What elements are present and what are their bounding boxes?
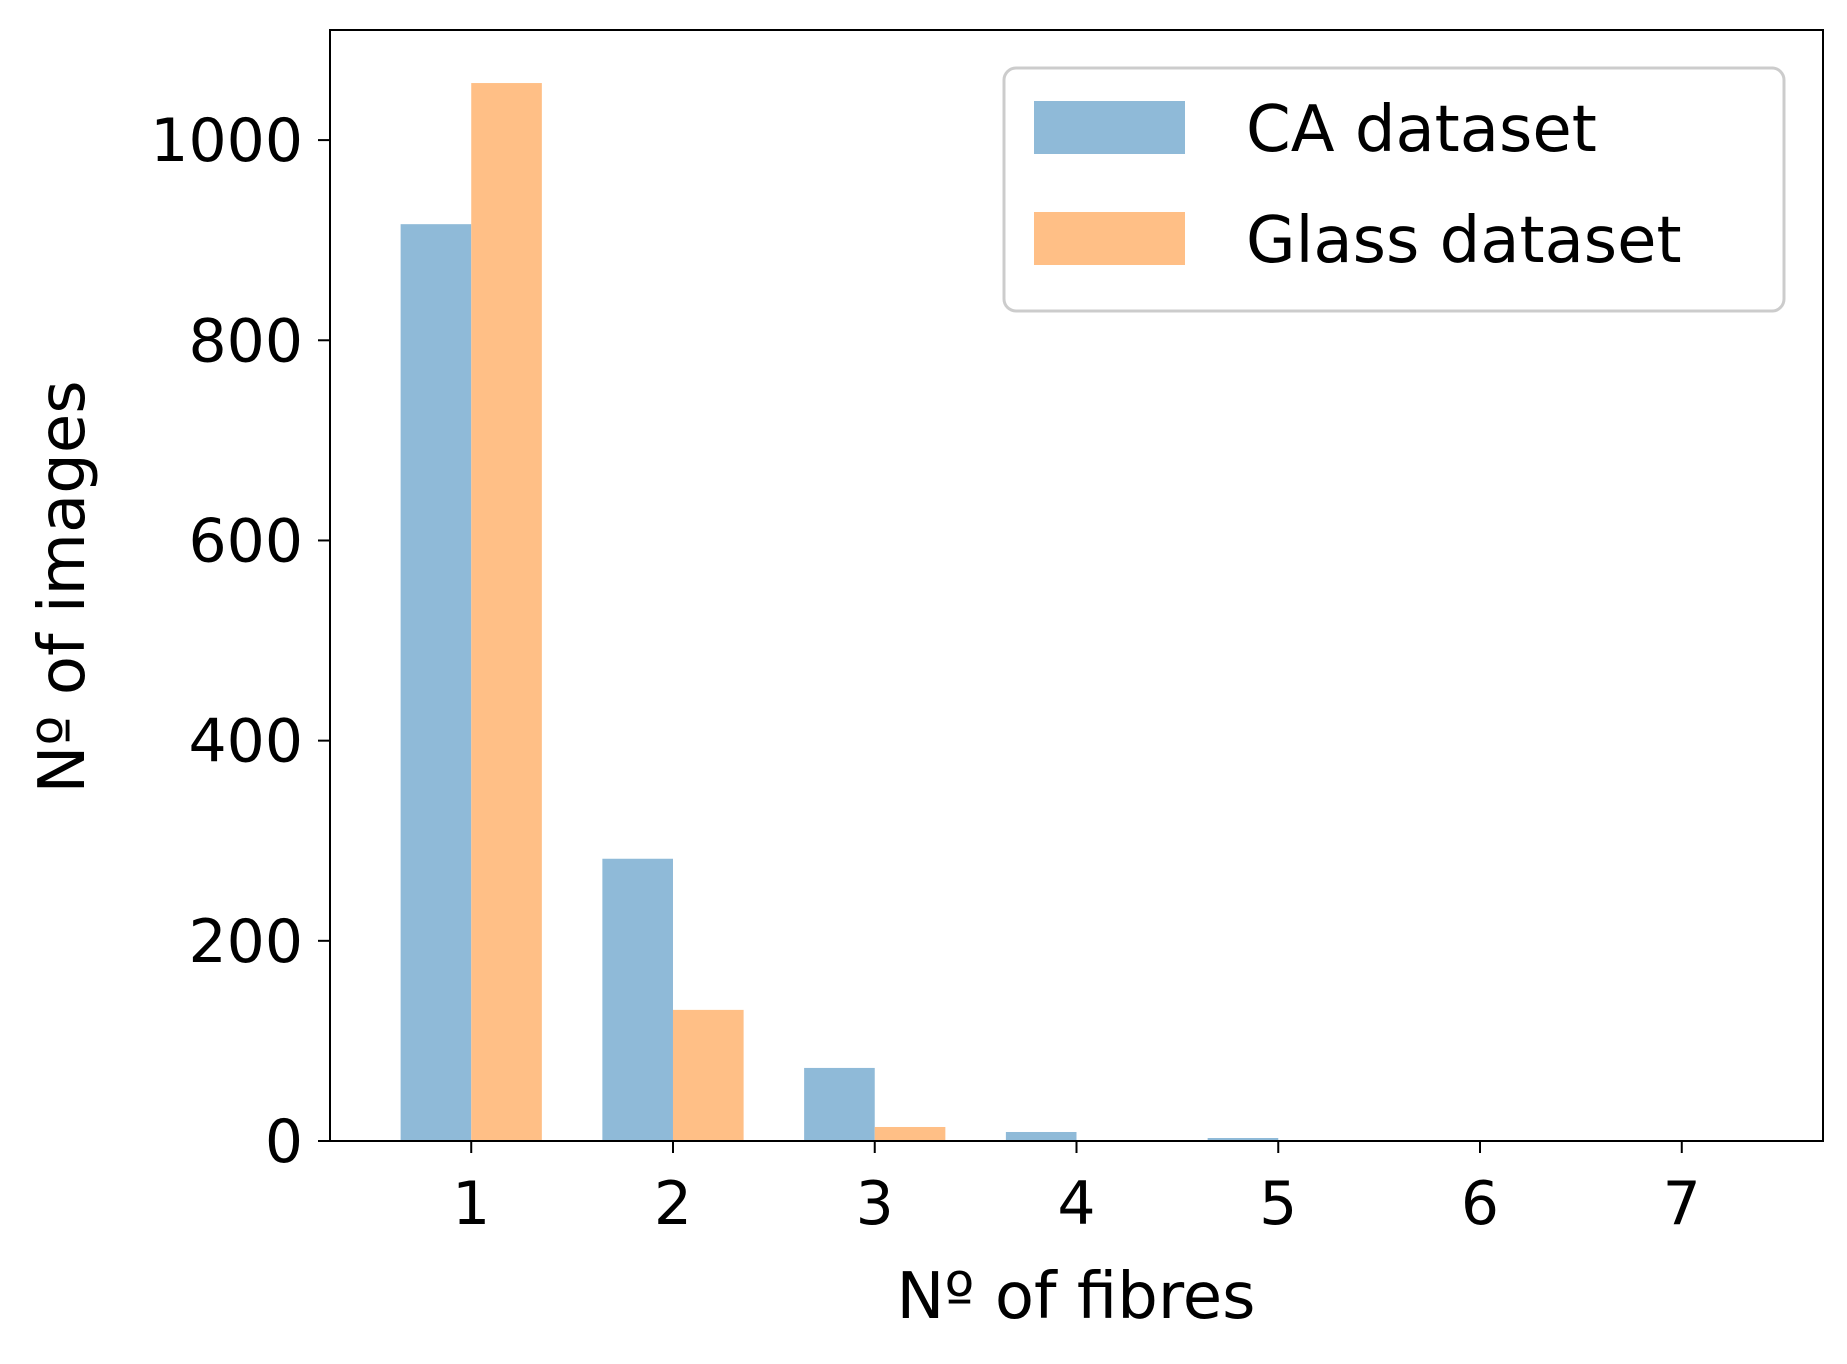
legend-label-ca-dataset: CA dataset bbox=[1246, 93, 1597, 167]
y-tick-label: 800 bbox=[188, 306, 303, 376]
x-tick-label: 3 bbox=[856, 1169, 894, 1239]
bar-ca-dataset-3 bbox=[804, 1067, 875, 1141]
x-axis-title: Nº of fibres bbox=[897, 1260, 1256, 1334]
legend-label-glass-dataset: Glass dataset bbox=[1246, 204, 1682, 278]
x-tick-label: 7 bbox=[1663, 1169, 1701, 1239]
bar-glass-dataset-1 bbox=[471, 83, 542, 1142]
bars-layer bbox=[400, 83, 1481, 1142]
bar-glass-dataset-2 bbox=[672, 1009, 744, 1141]
y-tick-label: 0 bbox=[265, 1107, 303, 1177]
y-axis-title: Nº of images bbox=[26, 380, 100, 793]
legend-swatch-glass-dataset bbox=[1034, 212, 1185, 265]
y-tick-label: 600 bbox=[188, 506, 303, 576]
x-tick-label: 6 bbox=[1461, 1169, 1499, 1239]
x-tick-label: 1 bbox=[452, 1169, 490, 1239]
x-tick-label: 5 bbox=[1259, 1169, 1297, 1239]
y-tick-label: 200 bbox=[188, 907, 303, 977]
y-tick-label: 1000 bbox=[150, 106, 303, 176]
bar-ca-dataset-2 bbox=[602, 858, 673, 1141]
bar-ca-dataset-4 bbox=[1005, 1131, 1077, 1141]
legend-swatch-ca-dataset bbox=[1034, 101, 1185, 154]
legend: CA dataset Glass dataset bbox=[1002, 66, 1786, 313]
ticks-layer: 1 2 3 4 5 6 7 0 200 400 600 800 1000 bbox=[150, 106, 1701, 1239]
legend-box bbox=[1002, 66, 1786, 313]
x-tick-label: 2 bbox=[654, 1169, 692, 1239]
bar-glass-dataset-3 bbox=[874, 1126, 946, 1141]
x-tick-label: 4 bbox=[1057, 1169, 1095, 1239]
y-tick-label: 400 bbox=[188, 707, 303, 777]
bar-ca-dataset-5 bbox=[1207, 1137, 1279, 1141]
bar-ca-dataset-1 bbox=[400, 224, 472, 1141]
